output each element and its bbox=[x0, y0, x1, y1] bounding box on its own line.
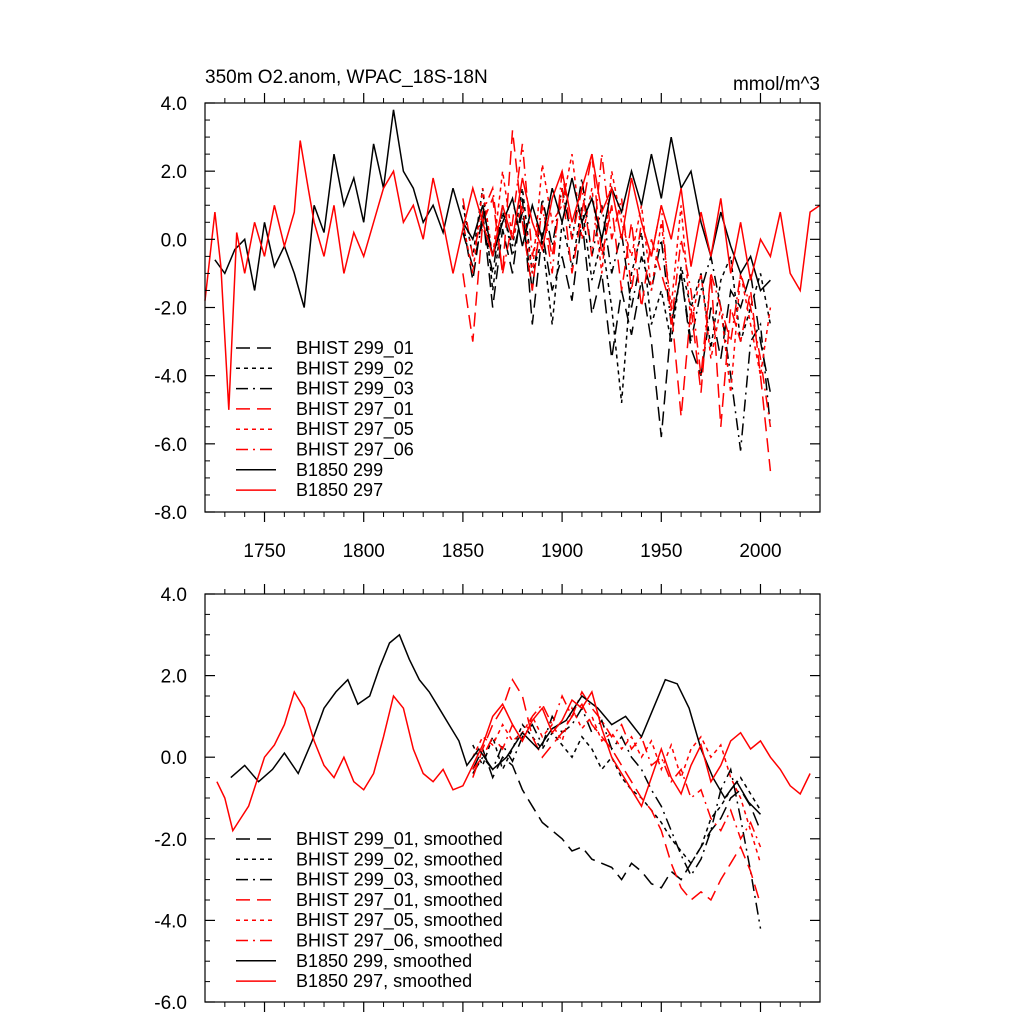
panel1-legend-label-5: BHIST 297_05, smoothed bbox=[296, 910, 503, 931]
panel1-legend-label-3: BHIST 299_03, smoothed bbox=[296, 870, 503, 891]
panel1-ytick-label: -2.0 bbox=[154, 830, 187, 851]
panel1-series-4 bbox=[472, 677, 762, 905]
panel0-ytick-label: -6.0 bbox=[154, 435, 187, 456]
panel0-ytick-label: -8.0 bbox=[154, 503, 187, 524]
panel0-xtick-label: 1750 bbox=[243, 541, 285, 562]
panel0-legend-label-8: B1850 297 bbox=[296, 480, 383, 500]
panel0-series-2 bbox=[462, 188, 772, 403]
panel1-legend-label-2: BHIST 299_02, smoothed bbox=[296, 849, 503, 870]
panel0-xtick-label: 1950 bbox=[640, 541, 682, 562]
panel0-legend-label-3: BHIST 299_03 bbox=[296, 379, 414, 400]
panel0-ytick-label: -4.0 bbox=[154, 367, 187, 388]
panel1-legend-label-8: B1850 297, smoothed bbox=[296, 971, 472, 991]
panel1-ytick-label: -6.0 bbox=[154, 993, 187, 1014]
top-panel: 4.0 2.0 0.0 -2.0 -4.0 -6.0 -8.0 1750 1800 1850 190… bbox=[154, 93, 821, 562]
panel1-ytick-label: -4.0 bbox=[154, 911, 187, 932]
panel1-series-1 bbox=[472, 747, 762, 889]
panel1-series-8 bbox=[216, 690, 811, 833]
panel1-series-7 bbox=[230, 633, 762, 815]
panel0-series-8 bbox=[204, 140, 821, 410]
panel1-ytick-label: 0.0 bbox=[161, 748, 187, 769]
panel1-legend-label-4: BHIST 297_01, smoothed bbox=[296, 890, 503, 911]
panel0-xtick-label: 2000 bbox=[739, 541, 781, 562]
chart-title: 350m O2.anom, WPAC_18S-18N bbox=[205, 67, 488, 88]
units-label: mmol/m^3 bbox=[733, 74, 820, 95]
panel1-legend-label-7: B1850 299, smoothed bbox=[296, 951, 472, 971]
panel1-legend-label-1: BHIST 299_01, smoothed bbox=[296, 829, 503, 850]
panel0-ytick-label: 0.0 bbox=[161, 230, 187, 251]
panel0-legend-label-5: BHIST 297_05 bbox=[296, 419, 414, 440]
panel0-series-5 bbox=[462, 153, 772, 393]
panel0-legend-label-4: BHIST 297_01 bbox=[296, 399, 414, 420]
panel0-xtick-label: 1850 bbox=[442, 541, 484, 562]
panel1-series-3 bbox=[472, 706, 762, 929]
panel0-xtick-label: 1900 bbox=[541, 541, 583, 562]
panel0-xtick-label: 1800 bbox=[343, 541, 385, 562]
panel0-legend-label-6: BHIST 297_06 bbox=[296, 440, 414, 461]
panel0-legend-label-2: BHIST 299_02 bbox=[296, 358, 414, 379]
panel0-series-3 bbox=[462, 177, 772, 451]
panel0-ytick-label: 4.0 bbox=[161, 94, 187, 115]
panel1-legend-label-6: BHIST 297_06, smoothed bbox=[296, 931, 503, 952]
panel0-series-1 bbox=[462, 198, 772, 438]
bottom-panel: 4.0 2.0 0.0 -2.0 -4.0 -6.0 BHIST 299_01, smoot… bbox=[154, 584, 821, 1014]
panel0-ytick-label: -2.0 bbox=[154, 299, 187, 320]
panel0-legend-label-1: BHIST 299_01 bbox=[296, 338, 414, 359]
panel1-ytick-label: 4.0 bbox=[161, 585, 187, 606]
panel1-series-2 bbox=[472, 723, 762, 865]
panel1-series-6 bbox=[472, 690, 762, 848]
panel0-series-4 bbox=[462, 130, 772, 472]
panel1-ytick-label: 2.0 bbox=[161, 667, 187, 688]
panel0-legend-label-7: B1850 299 bbox=[296, 460, 383, 480]
panel0-ytick-label: 2.0 bbox=[161, 162, 187, 183]
